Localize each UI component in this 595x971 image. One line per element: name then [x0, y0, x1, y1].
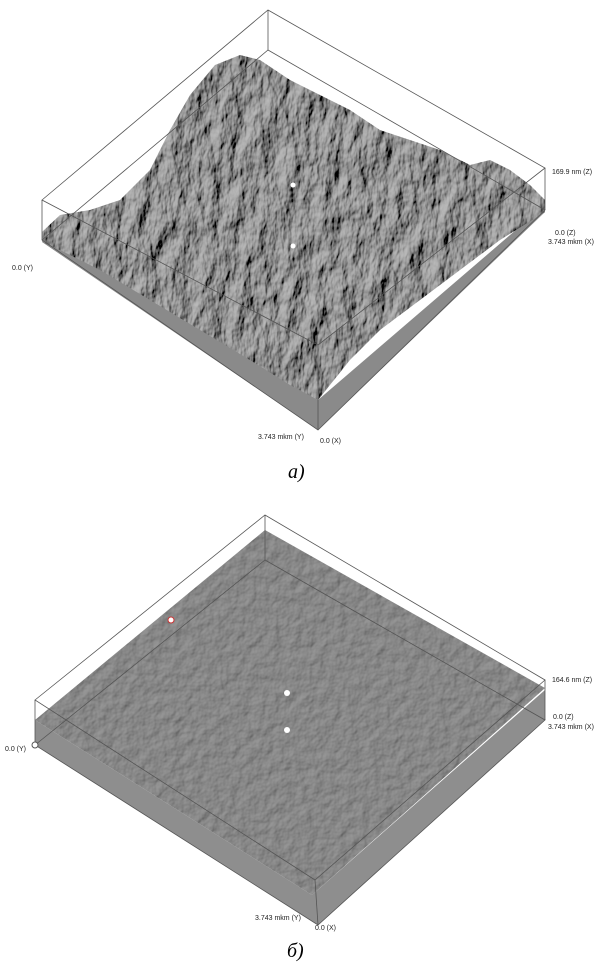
y-min-label: 0.0 (Y): [12, 265, 33, 272]
marker: [32, 742, 38, 748]
z-min-label: 0.0 (Z): [555, 230, 576, 237]
marker: [284, 727, 290, 733]
marker: [291, 183, 296, 188]
z-max-label: 164.6 nm (Z): [552, 677, 592, 684]
x-max-label: 3.743 mkm (X): [548, 724, 594, 731]
marker: [284, 690, 290, 696]
y-min-label: 0.0 (Y): [5, 746, 26, 753]
panel-b: 164.6 nm (Z) 0.0 (Z) 3.743 mkm (X) 0.0 (…: [5, 515, 594, 962]
figure: 169.9 nm (Z) 0.0 (Z) 3.743 mkm (X) 0.0 (…: [0, 0, 595, 971]
z-min-label: 0.0 (Z): [553, 714, 574, 721]
surface: [42, 55, 545, 400]
panel-a: 169.9 nm (Z) 0.0 (Z) 3.743 mkm (X) 0.0 (…: [12, 10, 594, 483]
marker: [168, 617, 174, 623]
y-max-label: 3.743 mkm (Y): [255, 915, 301, 922]
x-min-label: 0.0 (X): [315, 925, 336, 932]
z-max-label: 169.9 nm (Z): [552, 169, 592, 176]
y-max-label: 3.743 mkm (Y): [258, 434, 304, 441]
caption: б): [287, 940, 304, 962]
marker: [291, 244, 296, 249]
caption: а): [288, 461, 305, 483]
x-max-label: 3.743 mkm (X): [548, 239, 594, 246]
x-min-label: 0.0 (X): [320, 438, 341, 445]
surface: [35, 530, 545, 895]
